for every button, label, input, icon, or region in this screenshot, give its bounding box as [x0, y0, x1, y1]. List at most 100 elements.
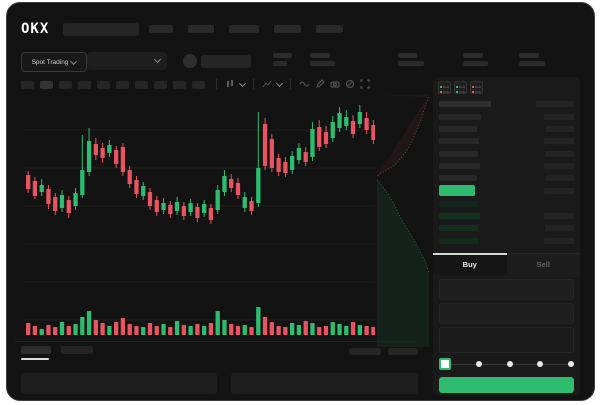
stat-value [398, 61, 424, 66]
ask-row-2-price [439, 126, 477, 133]
interval-icon[interactable] [225, 79, 235, 89]
bottom-action-button-2[interactable] [388, 348, 418, 355]
amount-input[interactable] [439, 303, 574, 324]
ask-row-2-amount [546, 126, 574, 133]
last-price-row[interactable] [433, 185, 580, 196]
divider [253, 79, 254, 89]
bid-row-1[interactable] [433, 201, 580, 207]
bid-row-3-price [439, 225, 478, 232]
fullscreen-icon[interactable] [360, 79, 370, 89]
bottom-panel-2[interactable] [231, 373, 418, 394]
search-input[interactable] [63, 23, 139, 36]
pair-name-placeholder[interactable] [201, 55, 251, 68]
bid-row-4-amount [544, 237, 574, 244]
orderbook-header[interactable] [433, 101, 580, 107]
bid-row-2[interactable] [433, 213, 580, 220]
ask-row-3-price [439, 138, 479, 145]
ask-row-4-price [439, 150, 478, 157]
ask-row-4[interactable] [433, 150, 580, 157]
ask-row-4-amount [545, 150, 574, 157]
timeframe-button-10[interactable] [192, 81, 205, 89]
revert-icon[interactable] [345, 79, 355, 89]
orderbook-header-amount [536, 101, 574, 107]
last-price-row-amount [544, 187, 574, 194]
bottom-tab-1[interactable] [21, 346, 51, 354]
market-mode-label: Spot Trading [31, 58, 69, 66]
stat-value [273, 61, 287, 66]
tab-sell[interactable]: Sell [506, 254, 580, 274]
orderbook-header-price [439, 101, 491, 107]
bid-row-4-price [439, 237, 479, 244]
nav-item-2[interactable] [188, 25, 214, 33]
price-input[interactable] [439, 279, 574, 300]
timeframe-button-5[interactable] [97, 81, 110, 89]
bid-row-3[interactable] [433, 225, 580, 232]
chart-tools [213, 79, 370, 89]
chevron-down-icon [70, 57, 78, 65]
timeframe-button-6[interactable] [116, 81, 129, 89]
nav-item-3[interactable] [229, 25, 259, 33]
total-input[interactable] [439, 327, 574, 353]
chevron-down-icon[interactable] [275, 79, 284, 87]
percent-slider[interactable] [433, 357, 580, 371]
ask-row-2[interactable] [433, 126, 580, 133]
book-asks-icon[interactable] [470, 81, 483, 94]
ask-row-5-amount [544, 162, 574, 169]
app-window: OKX Spot Trading [6, 2, 595, 401]
bid-row-4[interactable] [433, 237, 580, 244]
timeframe-button-7[interactable] [135, 81, 148, 89]
timeframe-button-9[interactable] [173, 81, 186, 89]
slider-stop-2[interactable] [506, 361, 513, 367]
timeframe-button-4[interactable] [78, 81, 91, 89]
wave-icon[interactable] [299, 80, 310, 88]
pencil-icon[interactable] [315, 79, 325, 89]
slider-stop-3[interactable] [537, 361, 544, 367]
slider-stop-4[interactable] [568, 361, 574, 367]
bid-row-2-price [439, 213, 480, 220]
depth-chart [376, 95, 430, 347]
bid-row-2-amount [544, 213, 574, 220]
ask-row-1[interactable] [433, 114, 580, 120]
tab-buy[interactable]: Buy [433, 253, 507, 274]
bottom-tabs [21, 346, 93, 354]
bottom-panel-1[interactable] [21, 373, 217, 394]
bid-row-1-price [439, 201, 477, 207]
stat-label [310, 53, 330, 58]
pair-selector[interactable] [87, 52, 167, 70]
bottom-action-button-1[interactable] [349, 348, 381, 355]
camera-icon[interactable] [330, 79, 340, 89]
volume-chart [26, 307, 375, 335]
timeframe-toolbar [21, 81, 205, 89]
market-mode-dropdown[interactable]: Spot Trading [21, 52, 87, 72]
ask-row-5-price [439, 162, 480, 169]
ask-row-3-amount [544, 138, 574, 145]
timeframe-button-3[interactable] [59, 81, 72, 89]
coin-avatar [183, 54, 197, 68]
ask-row-6[interactable] [433, 175, 580, 181]
ask-row-6-amount [546, 175, 574, 181]
timeframe-button-2[interactable] [40, 81, 53, 89]
ask-row-5[interactable] [433, 162, 580, 169]
slider-handle[interactable] [439, 358, 451, 370]
chevron-down-icon [153, 55, 162, 64]
ask-row-3[interactable] [433, 138, 580, 145]
nav-item-5[interactable] [316, 25, 343, 33]
divider [216, 79, 217, 89]
stat-group-2 [310, 53, 335, 66]
bottom-buttons [349, 348, 418, 355]
book-both-icon[interactable] [438, 81, 451, 94]
stat-label [273, 53, 292, 58]
orderbook-view-toggles [438, 81, 483, 94]
slider-stop-1[interactable] [475, 361, 482, 367]
timeframe-button-1[interactable] [21, 81, 34, 89]
chart-type-icon[interactable] [262, 79, 272, 89]
stat-group-1 [273, 53, 292, 66]
bottom-tab-2[interactable] [61, 346, 93, 354]
chevron-down-icon[interactable] [238, 79, 247, 87]
candlestick-chart[interactable] [23, 95, 375, 335]
nav-item-4[interactable] [274, 25, 301, 33]
timeframe-button-8[interactable] [154, 81, 167, 89]
buy-submit-button[interactable] [439, 377, 574, 393]
nav-item-1[interactable] [149, 25, 173, 33]
book-bids-icon[interactable] [454, 81, 467, 94]
